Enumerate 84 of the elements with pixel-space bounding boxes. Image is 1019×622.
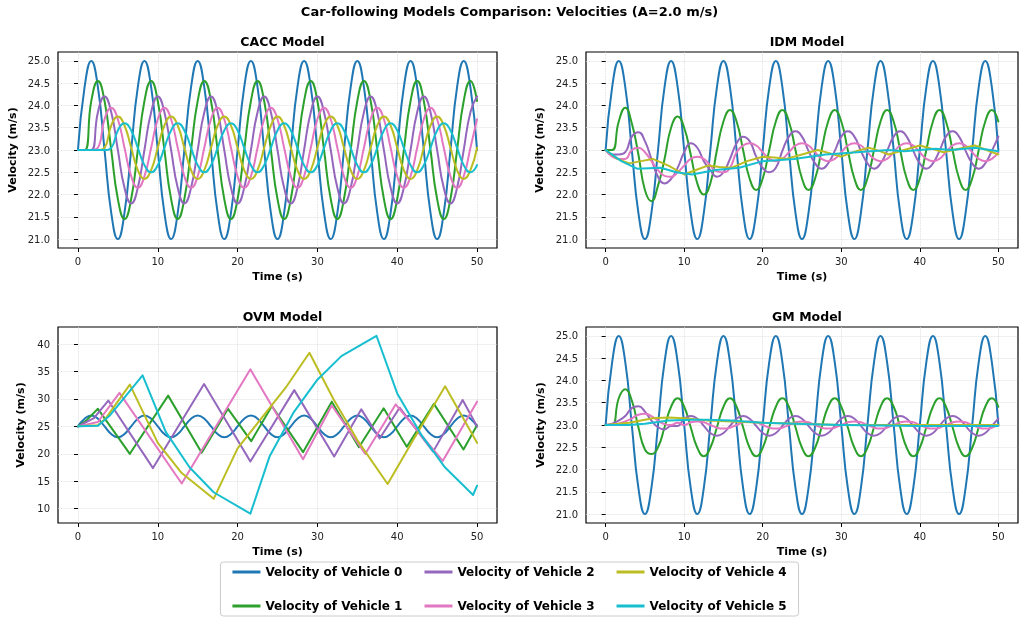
- y-tick-label: 25.0: [555, 330, 578, 342]
- y-tick-label: 25: [37, 420, 50, 432]
- x-axis-title: Time (s): [252, 544, 303, 558]
- x-tick-label: 30: [311, 530, 324, 542]
- y-tick-label: 23.5: [555, 397, 578, 409]
- y-tick-label: 15: [37, 475, 50, 487]
- x-axis-title: Time (s): [252, 269, 303, 283]
- x-tick-label: 40: [390, 255, 404, 267]
- y-tick-label: 23.0: [555, 144, 578, 156]
- x-tick-label: 20: [231, 530, 244, 542]
- line-series: [76, 383, 479, 470]
- y-tick-label: 24.0: [27, 99, 50, 111]
- x-tick-label: 10: [151, 255, 165, 267]
- legend-label: Velocity of Vehicle 4: [649, 565, 787, 579]
- chart-title: IDM Model: [769, 34, 845, 49]
- x-tick-label: 10: [151, 530, 165, 542]
- text: Car-following Models Comparison: Velocities (A=2.0 m/s): [300, 4, 719, 19]
- y-tick-label: 24.0: [555, 374, 578, 386]
- line-series: [604, 106, 1000, 203]
- x-tick-label: 20: [756, 530, 770, 542]
- legend-label: Velocity of Vehicle 3: [457, 599, 595, 613]
- x-tick-label: 50: [470, 530, 484, 542]
- chart-title: GM Model: [772, 309, 842, 324]
- y-tick-label: 30: [37, 393, 50, 405]
- y-tick-label: 23.5: [27, 122, 50, 134]
- y-tick-label: 21.5: [555, 211, 578, 223]
- y-tick-label: 21.5: [555, 486, 578, 498]
- x-tick-label: 40: [390, 530, 404, 542]
- y-axis-title: Velocity (m/s): [14, 382, 28, 468]
- y-tick-label: 21.0: [555, 233, 578, 245]
- y-tick-label: 22.5: [555, 441, 578, 453]
- x-tick-label: 30: [311, 255, 324, 267]
- y-tick-label: 21.0: [27, 233, 50, 245]
- legend-label: Velocity of Vehicle 1: [265, 599, 403, 613]
- x-tick-label: 20: [756, 255, 770, 267]
- y-axis-title: Velocity (m/s): [6, 107, 19, 193]
- y-tick-label: 23.5: [555, 122, 578, 134]
- legend-label: Velocity of Vehicle 0: [265, 565, 403, 579]
- y-tick-label: 25.0: [555, 55, 578, 67]
- y-axis-title: Velocity (m/s): [532, 107, 546, 193]
- x-tick-label: 50: [470, 255, 484, 267]
- x-tick-label: 0: [74, 530, 82, 542]
- x-tick-label: 0: [602, 255, 609, 267]
- y-tick-label: 24.5: [555, 352, 578, 364]
- x-tick-label: 50: [992, 530, 1005, 542]
- y-tick-label: 23.0: [555, 419, 578, 431]
- y-tick-label: 35: [37, 365, 50, 377]
- x-tick-label: 40: [913, 530, 927, 542]
- x-axis-title: Time (s): [776, 269, 828, 283]
- y-tick-label: 22.0: [555, 189, 578, 201]
- y-tick-label: 40: [37, 338, 50, 350]
- y-axis-title: Velocity (m/s): [534, 382, 547, 468]
- y-tick-label: 21.0: [555, 508, 578, 520]
- x-tick-label: 0: [74, 255, 82, 267]
- chart-title: OVM Model: [242, 309, 323, 324]
- y-tick-label: 22.0: [555, 464, 578, 476]
- x-tick-label: 0: [602, 530, 609, 542]
- line-series: [76, 59, 479, 241]
- x-tick-label: 50: [992, 255, 1005, 267]
- y-tick-label: 25.0: [27, 55, 50, 67]
- y-tick-label: 22.0: [27, 189, 50, 201]
- legend-label: Velocity of Vehicle 2: [457, 565, 595, 579]
- y-tick-label: 24.0: [555, 99, 578, 111]
- x-tick-label: 30: [834, 530, 848, 542]
- line-series: [604, 334, 1000, 516]
- legend-label: Velocity of Vehicle 5: [649, 599, 787, 613]
- line-series: [604, 59, 1000, 241]
- x-tick-label: 10: [677, 255, 691, 267]
- y-tick-label: 21.5: [27, 211, 50, 223]
- x-axis-title: Time (s): [776, 544, 828, 558]
- x-tick-label: 20: [231, 255, 244, 267]
- chart-title: CACC Model: [240, 34, 325, 49]
- x-tick-label: 10: [677, 530, 691, 542]
- y-tick-label: 10: [37, 503, 50, 515]
- y-tick-label: 24.5: [555, 77, 578, 89]
- line-series: [76, 122, 479, 174]
- y-tick-label: 20: [37, 448, 50, 460]
- y-tick-label: 22.5: [27, 166, 50, 178]
- y-tick-label: 24.5: [27, 77, 50, 89]
- x-tick-label: 40: [913, 255, 927, 267]
- x-tick-label: 30: [834, 255, 848, 267]
- line-series: [76, 334, 479, 515]
- y-tick-label: 23.0: [27, 144, 50, 156]
- y-tick-label: 22.5: [555, 166, 578, 178]
